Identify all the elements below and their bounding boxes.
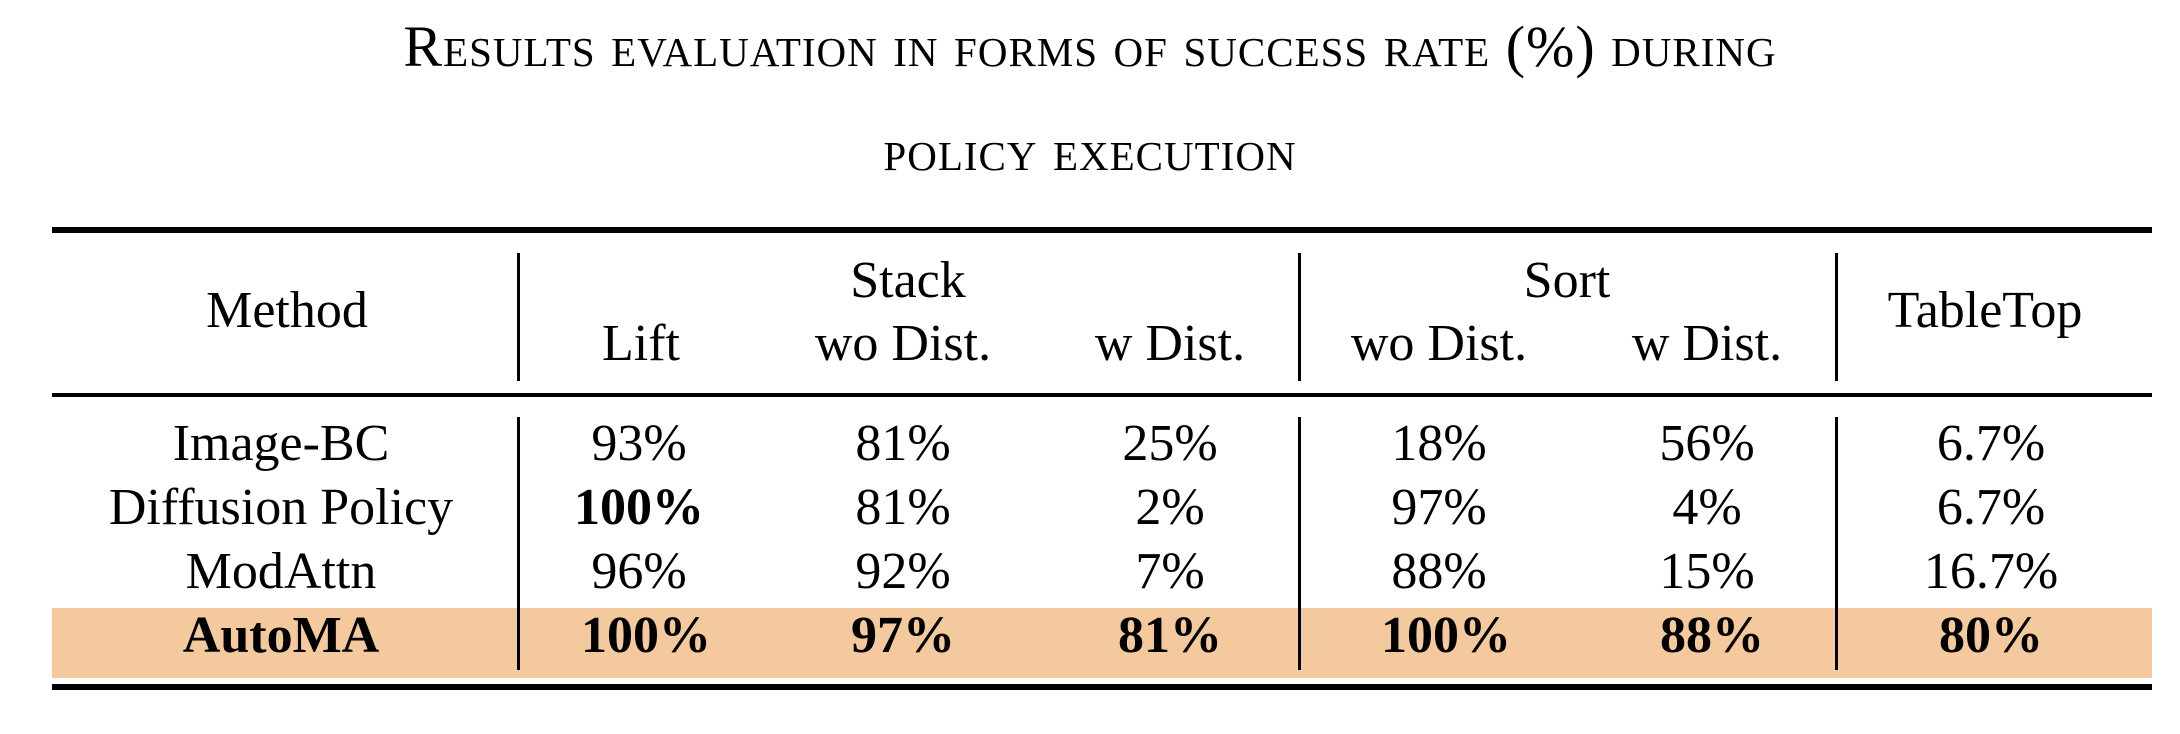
header-tabletop: TableTop	[1887, 282, 2083, 339]
top-rule	[52, 227, 2152, 233]
header-lift: Lift	[602, 315, 680, 372]
column-separator	[517, 417, 520, 670]
table-cell-lift: 96%	[591, 543, 687, 600]
table-cell-sort-w: 88%	[1660, 607, 1764, 664]
header-sort-w-dist: w Dist.	[1631, 315, 1783, 372]
table-cell-stack-wo: 92%	[855, 543, 951, 600]
bottom-rule	[52, 684, 2152, 690]
header-sort-wo-dist: wo Dist.	[1350, 315, 1528, 372]
table-cell-sort-w: 15%	[1659, 543, 1755, 600]
header-stack: Stack	[850, 252, 966, 309]
header-stack-w-dist: w Dist.	[1094, 315, 1246, 372]
table-cell-stack-wo: 81%	[855, 479, 951, 536]
table-cell-sort-wo: 18%	[1391, 415, 1487, 472]
table-cell-stack-w: 81%	[1118, 607, 1222, 664]
header-sort: Sort	[1523, 252, 1611, 309]
column-separator	[1298, 253, 1301, 381]
table-cell-sort-w: 4%	[1672, 479, 1742, 536]
table-cell-method: AutoMA	[182, 607, 380, 664]
table-cell-stack-wo: 81%	[855, 415, 951, 472]
table-cell-stack-w: 2%	[1135, 479, 1205, 536]
table-cell-tabletop: 80%	[1939, 607, 2043, 664]
column-separator	[1835, 417, 1838, 670]
header-stack-wo-dist: wo Dist.	[814, 315, 992, 372]
column-separator	[1835, 253, 1838, 381]
table-caption-line-2: policy execution	[883, 118, 1297, 183]
table-cell-stack-w: 7%	[1135, 543, 1205, 600]
table-cell-lift: 93%	[591, 415, 687, 472]
table-cell-sort-wo: 100%	[1381, 607, 1511, 664]
table-caption-line-1: Results evaluation in forms of success r…	[403, 14, 1777, 79]
table-cell-sort-wo: 97%	[1391, 479, 1487, 536]
automa-row-highlight	[52, 608, 2152, 678]
column-separator	[517, 253, 520, 381]
header-rule	[52, 393, 2152, 397]
table-cell-sort-w: 56%	[1659, 415, 1755, 472]
table-cell-method: Diffusion Policy	[108, 479, 454, 536]
header-method: Method	[206, 282, 368, 339]
table-cell-lift: 100%	[581, 607, 711, 664]
table-cell-lift: 100%	[574, 479, 704, 536]
column-separator	[1298, 417, 1301, 670]
table-cell-tabletop: 6.7%	[1936, 415, 2046, 472]
table-cell-tabletop: 16.7%	[1923, 543, 2059, 600]
table-cell-tabletop: 6.7%	[1936, 479, 2046, 536]
table-cell-stack-w: 25%	[1122, 415, 1218, 472]
table-cell-stack-wo: 97%	[851, 607, 955, 664]
table-cell-method: ModAttn	[185, 543, 377, 600]
table-cell-sort-wo: 88%	[1391, 543, 1487, 600]
table-cell-method: Image-BC	[172, 415, 390, 472]
